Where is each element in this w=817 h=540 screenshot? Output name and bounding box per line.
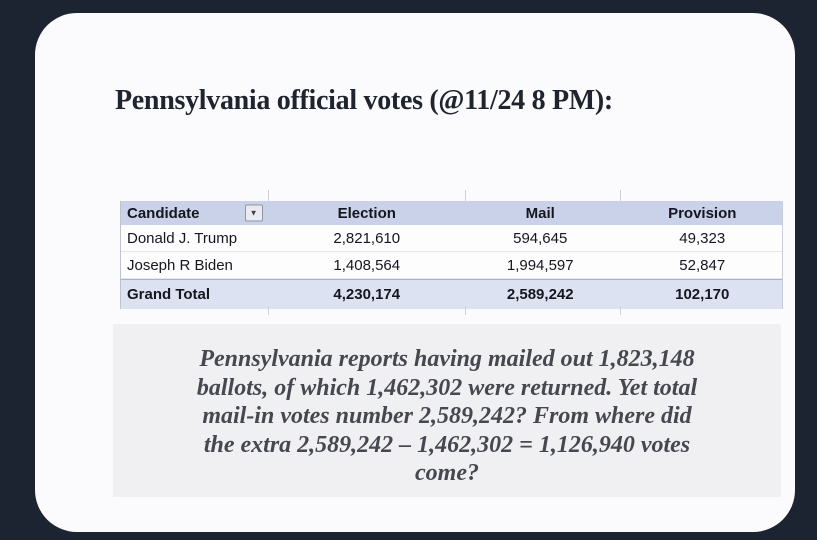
grand-total-label: Grand Total	[127, 286, 211, 303]
commentary-line: ballots, of which 1,462,302 were returne…	[196, 374, 698, 401]
election-votes: 1,408,564	[333, 256, 401, 274]
commentary-line: come?	[415, 460, 479, 486]
grand-total-row: Grand Total 4,230,174 2,589,242 102,170	[121, 279, 782, 309]
provision-votes: 52,847	[679, 256, 726, 274]
column-header-mail: Mail	[525, 204, 555, 222]
gridline-tick	[268, 306, 269, 315]
mail-votes: 1,994,597	[506, 256, 574, 274]
commentary-panel: Pennsylvania reports having mailed out 1…	[113, 324, 781, 497]
column-header-candidate: Candidate ▼	[121, 204, 276, 222]
table-header-row: Candidate ▼ Election Mail Provision	[121, 201, 782, 225]
table-row: Donald J. Trump 2,821,610 594,645 49,323	[121, 225, 782, 252]
dropdown-arrow-icon: ▼	[249, 208, 258, 217]
content-card: Pennsylvania official votes (@11/24 8 PM…	[35, 13, 795, 532]
gridline-tick	[620, 190, 621, 201]
gridline-tick	[620, 306, 621, 315]
filter-dropdown-button[interactable]: ▼	[244, 204, 263, 222]
commentary-line: Pennsylvania reports having mailed out 1…	[199, 346, 695, 372]
candidate-name: Joseph R Biden	[127, 256, 233, 274]
mail-votes: 594,645	[513, 229, 568, 247]
grand-total-election: 4,230,174	[333, 286, 401, 303]
candidate-name: Donald J. Trump	[127, 229, 238, 247]
column-header-provision: Provision	[668, 204, 737, 222]
commentary-line: the extra 2,589,242 – 1,462,302 = 1,126,…	[203, 431, 691, 458]
grand-total-mail: 2,589,242	[506, 286, 574, 303]
provision-votes: 49,323	[679, 229, 726, 247]
grand-total-provision: 102,170	[675, 286, 730, 303]
votes-table: Candidate ▼ Election Mail Provision Dona…	[120, 201, 783, 309]
column-header-label: Candidate	[127, 204, 200, 222]
gridline-tick	[268, 190, 269, 201]
gridline-tick	[465, 190, 466, 201]
gridline-tick	[465, 306, 466, 315]
table-row: Joseph R Biden 1,408,564 1,994,597 52,84…	[121, 252, 782, 279]
election-votes: 2,821,610	[333, 229, 401, 247]
page-title: Pennsylvania official votes (@11/24 8 PM…	[115, 85, 613, 116]
column-header-election: Election	[337, 204, 396, 222]
commentary-line: mail-in votes number 2,589,242? From whe…	[202, 403, 692, 429]
